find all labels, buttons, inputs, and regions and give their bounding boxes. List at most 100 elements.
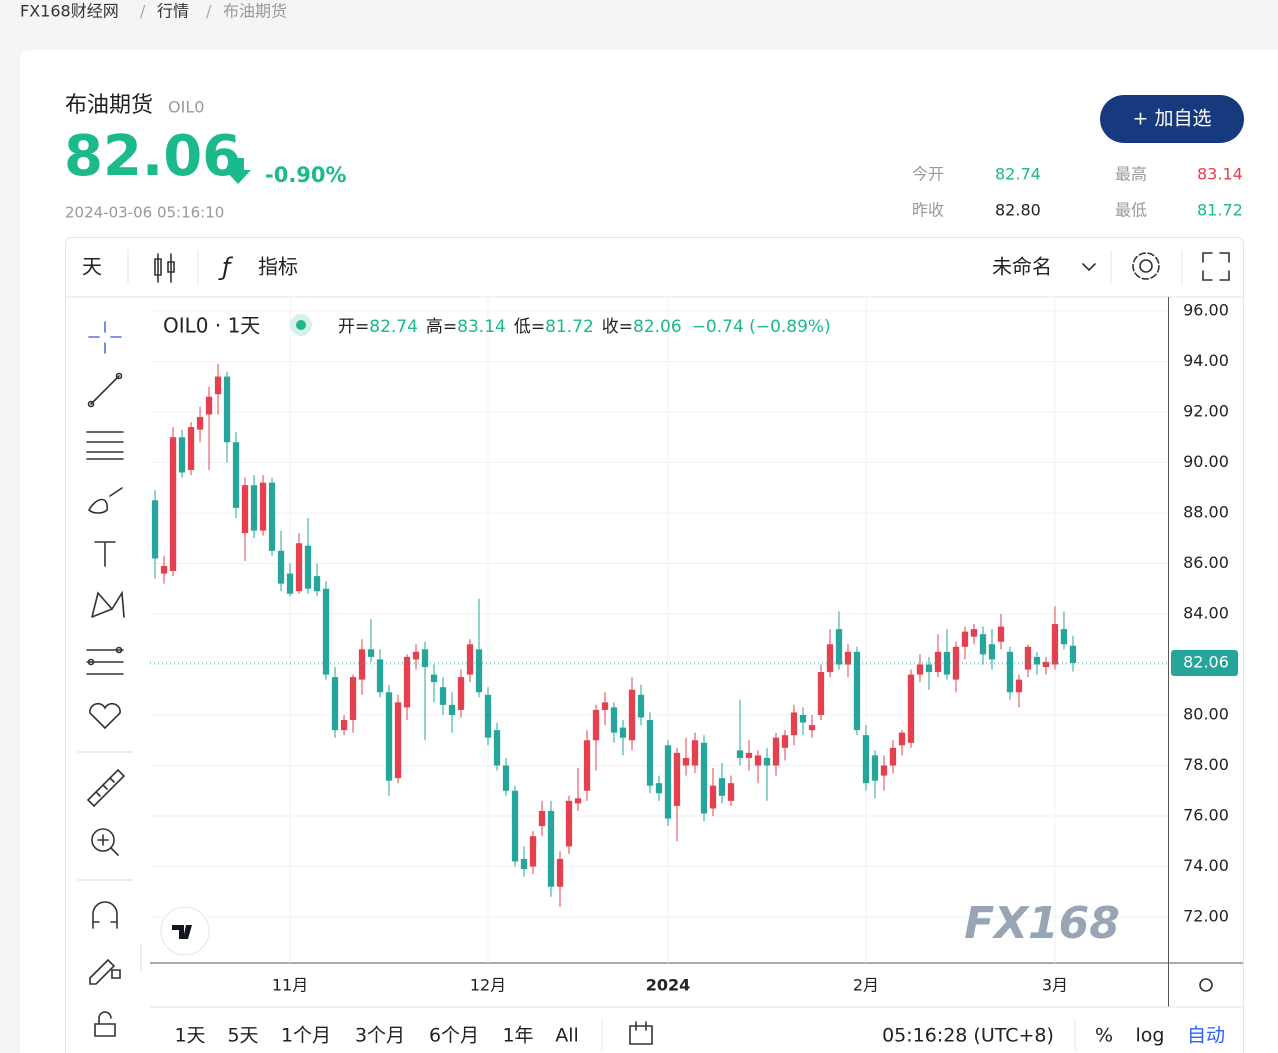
fullscreen-icon[interactable] (1202, 252, 1230, 281)
y-tick-label: 84.00 (1183, 603, 1229, 622)
candle-body (151, 500, 159, 559)
candle-body (583, 740, 591, 791)
candle-body (214, 376, 222, 395)
y-tick-label: 94.00 (1183, 351, 1229, 370)
breadcrumb[interactable]: FX168财经网 (20, 2, 119, 21)
candle-body (493, 730, 501, 766)
stat-value: 81.72 (1197, 201, 1243, 220)
candle-body (952, 646, 960, 680)
x-tick-label: 2月 (853, 976, 879, 995)
tv-logo-mark (172, 925, 192, 939)
candle-body (1006, 651, 1014, 693)
candle-body (799, 714, 807, 723)
chart-type-icon[interactable] (154, 253, 175, 283)
legend-change: −0.74 (−0.89%) (692, 317, 831, 337)
candle-body (808, 725, 816, 731)
clock: 05:16:28 (UTC+8) (882, 1025, 1054, 1047)
candle-body (682, 757, 690, 766)
legend-ohlc: 开=82.74 高=83.14 低=81.72 收=82.06 −0.74 (−0.89… (338, 317, 831, 337)
candle-body (574, 798, 582, 804)
range-button[interactable]: 1天 (174, 1025, 205, 1047)
candle-body (448, 704, 456, 715)
legend-value: 83.14 (457, 317, 506, 337)
button-label[interactable]: + 加自选 (1133, 108, 1212, 130)
range-button[interactable]: 3个月 (355, 1025, 405, 1047)
plot: 96.0094.0092.0090.0088.0086.0084.0082.00… (150, 297, 1238, 995)
candle-body (385, 692, 393, 781)
last-price-label: 82.06 (1183, 652, 1229, 671)
range-button[interactable]: All (555, 1025, 579, 1047)
candle-body (709, 785, 717, 809)
y-tick-label: 96.00 (1183, 300, 1229, 319)
candle-body (610, 707, 618, 733)
price: 82.06 (64, 124, 241, 189)
candle-body (979, 634, 987, 655)
fx-icon[interactable]: ƒ (218, 253, 234, 281)
timestamp: 2024-03-06 05:16:10 (65, 204, 224, 222)
settings-icon[interactable] (1132, 252, 1160, 280)
candle-body (484, 694, 492, 738)
stat-value: 82.74 (995, 165, 1041, 184)
candle-body (988, 644, 996, 660)
y-tick-label: 80.00 (1183, 704, 1229, 723)
candle-body (889, 747, 897, 766)
candle-body (1060, 629, 1068, 645)
candle-body (700, 742, 708, 814)
auto-toggle[interactable]: 自动 (1187, 1025, 1225, 1047)
down-arrow (225, 158, 251, 184)
candle-body (322, 588, 330, 675)
interval[interactable]: 天 (82, 255, 102, 279)
candle-body (871, 755, 879, 781)
indicators[interactable]: 指标 (258, 255, 298, 279)
candle-body (232, 442, 240, 508)
axis-settings-icon[interactable] (1199, 978, 1213, 992)
percent-toggle[interactable]: % (1095, 1025, 1113, 1047)
candle-body (223, 376, 231, 443)
breadcrumb: 布油期货 (223, 2, 287, 21)
candle-body (646, 720, 654, 786)
candle-body (475, 649, 483, 693)
candle-body (1024, 646, 1032, 670)
candle-body (331, 677, 339, 731)
candle-body (736, 750, 744, 758)
log-toggle[interactable]: log (1136, 1025, 1165, 1047)
range-button[interactable]: 6个月 (429, 1025, 479, 1047)
candle-body (1033, 656, 1041, 665)
candle-body (916, 664, 924, 675)
candle-body (934, 651, 942, 673)
candle-body (169, 437, 177, 572)
add-watchlist-button[interactable] (1100, 95, 1244, 143)
watermark: FX168 (964, 898, 1120, 949)
candle-body (691, 740, 699, 766)
candle-body (529, 836, 537, 867)
breadcrumb[interactable]: 行情 (157, 2, 189, 21)
layout-name[interactable]: 未命名 (992, 255, 1052, 279)
candle-body (664, 745, 672, 819)
date-range-icon[interactable] (629, 1021, 653, 1045)
drawing-tools[interactable] (77, 321, 133, 1037)
settings-icon[interactable] (1139, 259, 1153, 273)
legend-label: 高= (426, 317, 457, 337)
dropdown-icon[interactable] (1082, 263, 1096, 272)
candle-body (844, 651, 852, 665)
candle-body (340, 720, 348, 731)
x-tick-label: 2024 (646, 976, 691, 995)
title: 布油期货 (65, 93, 153, 118)
code: OIL0 (168, 98, 204, 117)
candle-body (277, 550, 285, 584)
candle-body (160, 565, 168, 574)
x-tick-label: 3月 (1042, 976, 1068, 995)
candle-body (727, 783, 735, 801)
candle-body (826, 644, 834, 673)
candle-body (655, 783, 663, 794)
candle-body (547, 810, 555, 887)
candle-body (862, 735, 870, 784)
range-button[interactable]: 1年 (502, 1025, 533, 1047)
candle-body (880, 765, 888, 776)
range-button[interactable]: 1个月 (281, 1025, 331, 1047)
candle-body (367, 649, 375, 657)
range-button[interactable]: 5天 (227, 1025, 258, 1047)
candle-body (466, 644, 474, 675)
legend-label: 收= (602, 317, 633, 337)
